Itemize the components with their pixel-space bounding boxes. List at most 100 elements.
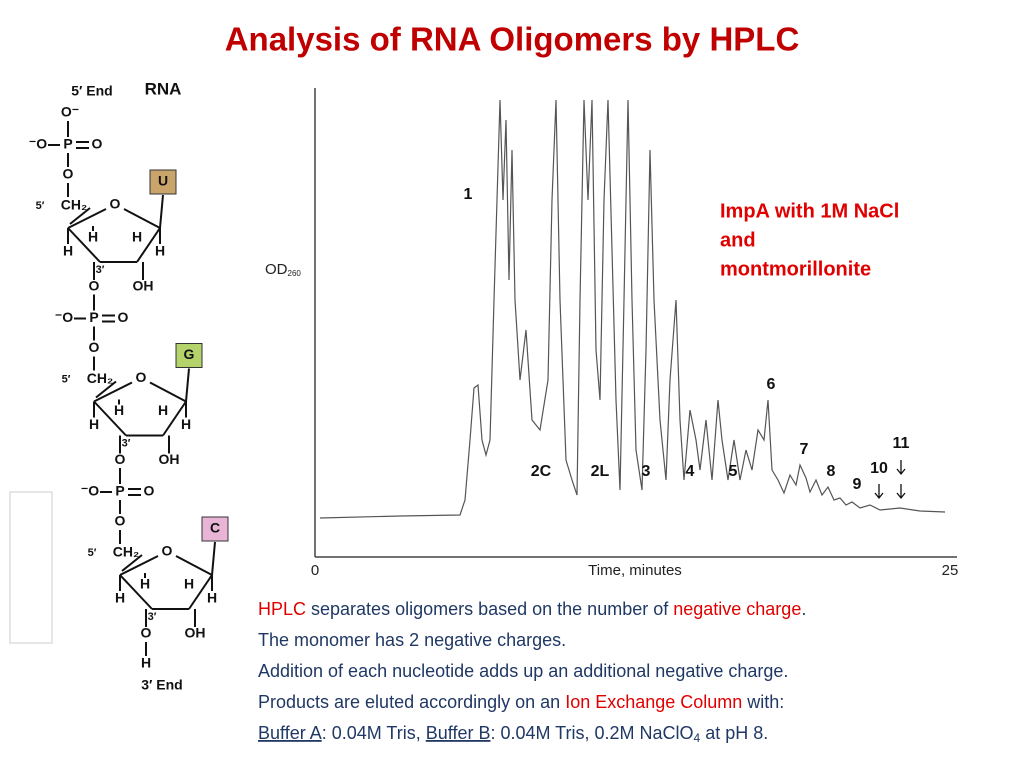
peak-label: 9 (853, 476, 862, 493)
rna-label: RNA (145, 79, 182, 98)
slide-title: Analysis of RNA Oligomers by HPLC (225, 21, 800, 58)
description-span: 4 (694, 731, 701, 745)
bond (121, 554, 143, 572)
description-span: Buffer B (426, 723, 491, 743)
base-label: C (210, 520, 220, 536)
bond (123, 208, 161, 229)
atom: OH (159, 451, 180, 467)
base-label: G (184, 346, 195, 362)
annotation: and (720, 229, 756, 251)
atom: ⁻O (55, 309, 73, 325)
atom: 3′ (122, 437, 131, 449)
x-end: 25 (942, 562, 959, 579)
atom: H (141, 655, 151, 671)
y-axis-label: OD260 (265, 261, 301, 278)
description-span: Ion Exchange Column (565, 692, 742, 712)
atom: O (115, 451, 126, 467)
three-end: 3′ End (141, 677, 182, 693)
description-line: HPLC separates oligomers based on the nu… (258, 599, 806, 619)
bond (188, 574, 213, 610)
bond (159, 194, 164, 229)
atom: H (88, 229, 98, 245)
peak-label: 1 (464, 186, 473, 203)
atom: O (144, 483, 155, 499)
atom: ⁻O (81, 483, 99, 499)
bond (67, 208, 107, 229)
atom: CH₂ (87, 370, 113, 386)
x-axis-label: Time, minutes (588, 562, 682, 579)
arrow (896, 460, 906, 476)
peak-label: 3 (642, 463, 651, 480)
bond (67, 227, 101, 263)
atom: 5′ (36, 200, 45, 212)
description-span: Buffer A (258, 723, 322, 743)
atom: H (158, 402, 168, 418)
description-span: separates oligomers based on the number … (306, 599, 673, 619)
atom: H (181, 416, 191, 432)
base-box (175, 343, 203, 368)
atom: H (207, 590, 217, 606)
peak-label: 2L (591, 463, 610, 480)
bond (69, 207, 91, 225)
atom: O (136, 369, 147, 385)
description-span: Addition of each nucleotide adds up an a… (258, 661, 788, 681)
base-box (149, 169, 177, 195)
atom: P (115, 483, 124, 499)
peak-label: 8 (827, 463, 836, 480)
atom: 5′ (62, 373, 71, 385)
bond (136, 227, 161, 263)
atom: O (118, 309, 129, 325)
bond (95, 380, 117, 399)
atom: H (114, 402, 124, 418)
atom: O (89, 278, 100, 294)
bond (149, 381, 187, 403)
atom: O (63, 166, 74, 182)
peak-label: 4 (686, 463, 695, 480)
description-line: Products are eluted accordingly on an Io… (258, 692, 784, 712)
atom: H (155, 243, 165, 259)
description-span: negative charge (673, 599, 801, 619)
bond (119, 555, 159, 576)
trace (319, 99, 946, 519)
bond (93, 381, 133, 403)
description-line: Addition of each nucleotide adds up an a… (258, 661, 788, 681)
atom: O (141, 625, 152, 641)
atom: OH (185, 625, 206, 641)
annotation: montmorillonite (720, 258, 871, 280)
atom: O (162, 543, 173, 559)
bond (119, 574, 153, 610)
bond (211, 541, 216, 576)
description-span: . (801, 599, 806, 619)
bond (185, 368, 190, 402)
description-span: with: (742, 692, 784, 712)
frame (9, 491, 53, 644)
atom: O (115, 513, 126, 529)
peak-label: 10 (870, 460, 888, 477)
peak-label: 2C (531, 463, 552, 480)
peak-label: 11 (893, 435, 910, 452)
atom: CH₂ (113, 544, 139, 560)
atom: CH₂ (61, 197, 87, 213)
description-span: The monomer has 2 negative charges. (258, 630, 566, 650)
peak-label: 7 (800, 441, 809, 458)
base-label: U (158, 173, 168, 189)
atom: H (132, 229, 142, 245)
atom: P (89, 309, 98, 325)
atom: OH (133, 278, 154, 294)
description-span: at pH 8. (700, 723, 768, 743)
description-line: Buffer A: 0.04M Tris, Buffer B: 0.04M Tr… (258, 723, 768, 745)
peak-label: 5 (729, 463, 738, 480)
atom: O (110, 196, 121, 212)
arrow (896, 484, 906, 500)
atom: O (89, 339, 100, 355)
description-line: The monomer has 2 negative charges. (258, 630, 566, 650)
base-box (201, 516, 229, 542)
atom: H (140, 576, 150, 592)
x-start: 0 (311, 562, 319, 579)
arrow (874, 484, 884, 500)
atom: H (89, 416, 99, 432)
bond (175, 555, 213, 576)
